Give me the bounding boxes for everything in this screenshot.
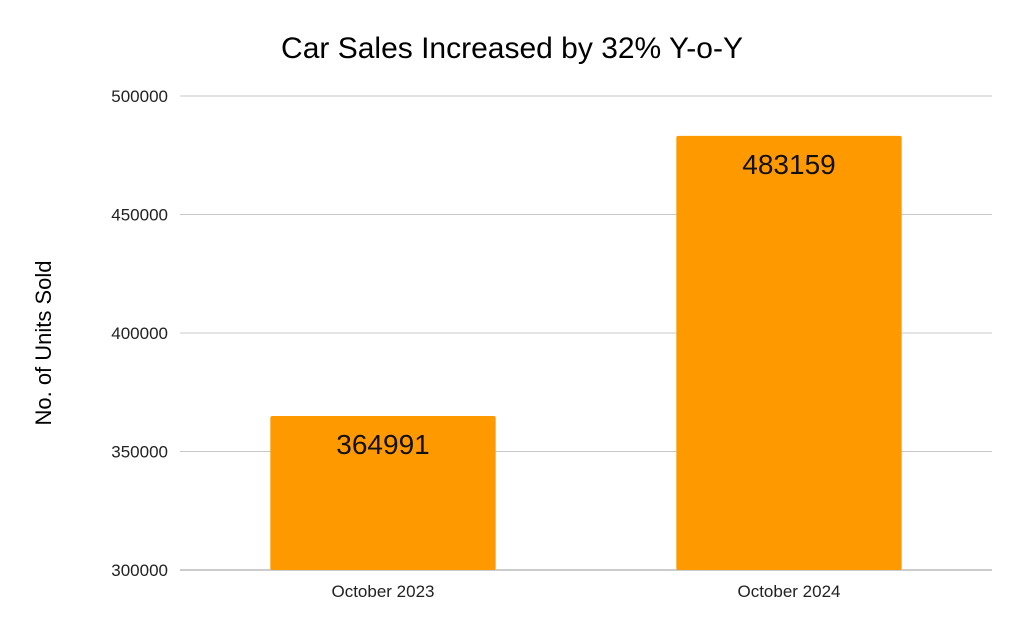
y-tick-label: 300000	[111, 561, 168, 580]
y-axis-title: No. of Units Sold	[31, 260, 56, 425]
bar-data-label: 483159	[742, 149, 835, 180]
chart-title: Car Sales Increased by 32% Y-o-Y	[281, 32, 743, 65]
y-tick-label: 500000	[111, 87, 168, 106]
x-tick-label: October 2023	[331, 582, 434, 601]
y-axis-ticks: 300000 350000 400000 450000 500000	[111, 87, 168, 580]
y-tick-label: 400000	[111, 324, 168, 343]
bars	[270, 135, 902, 570]
x-tick-label: October 2024	[737, 582, 840, 601]
bar-data-label: 364991	[336, 429, 429, 460]
y-tick-label: 450000	[111, 206, 168, 225]
bar	[270, 415, 496, 570]
bar	[676, 135, 902, 570]
data-labels: 364991 483159	[336, 149, 835, 460]
y-tick-label: 350000	[111, 443, 168, 462]
x-axis-ticks: October 2023 October 2024	[331, 582, 840, 601]
